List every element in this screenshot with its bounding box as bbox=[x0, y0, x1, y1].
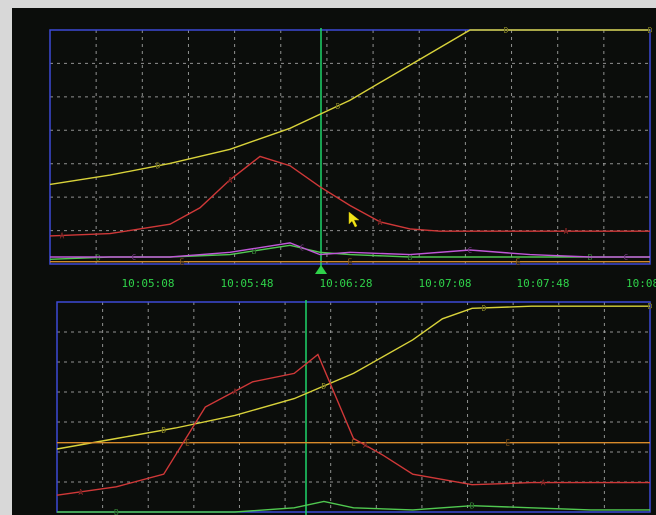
series-marker-B: B bbox=[114, 508, 119, 515]
time-tick-label: 10:05:48 bbox=[221, 277, 274, 290]
time-tick-label: 10:07:48 bbox=[517, 277, 570, 290]
series-marker-A: A bbox=[232, 387, 237, 396]
series-marker-C: C bbox=[300, 244, 305, 253]
series-marker-E: E bbox=[180, 258, 185, 267]
series-marker-C: C bbox=[132, 253, 137, 262]
time-tick-label: 10:07:08 bbox=[419, 277, 472, 290]
series-marker-D: D bbox=[336, 102, 341, 111]
series-marker-A: A bbox=[60, 231, 65, 240]
series-marker-B: B bbox=[470, 502, 475, 511]
series-marker-A: A bbox=[363, 441, 368, 450]
chart-frame bbox=[49, 29, 651, 265]
series-marker-E: E bbox=[348, 258, 353, 267]
series-marker-D: D bbox=[648, 26, 653, 35]
series-marker-D: D bbox=[156, 162, 161, 171]
series-marker-A: A bbox=[228, 176, 233, 185]
series-line-C bbox=[50, 242, 650, 258]
time-tick-label: 10:08: bbox=[626, 277, 656, 290]
series-marker-E: E bbox=[351, 439, 356, 448]
chart-frame bbox=[56, 301, 651, 513]
triangle-up-icon[interactable] bbox=[315, 265, 327, 274]
arrow-pointer-icon bbox=[348, 211, 360, 228]
series-line-A bbox=[49, 155, 650, 237]
time-tick-label: 10:06:28 bbox=[320, 277, 373, 290]
series-line-B bbox=[57, 500, 650, 513]
series-marker-B: B bbox=[408, 253, 413, 262]
series-line-A bbox=[56, 353, 650, 496]
series-marker-A: A bbox=[541, 479, 546, 488]
series-marker-A: A bbox=[378, 218, 383, 227]
series-line-D bbox=[56, 305, 650, 450]
series-marker-E: E bbox=[185, 439, 190, 448]
time-axis: 10:05:08 10:05:48 10:06:28 10:07:08 10:0… bbox=[122, 277, 656, 290]
series-marker-A: A bbox=[564, 227, 569, 236]
time-tick-label: 10:05:08 bbox=[122, 277, 175, 290]
series-marker-A: A bbox=[78, 488, 83, 497]
series-marker-C: C bbox=[624, 253, 629, 262]
series-marker-D: D bbox=[482, 304, 487, 313]
series-marker-C: C bbox=[468, 246, 473, 255]
series-marker-D: D bbox=[504, 26, 509, 35]
series-marker-D: D bbox=[648, 302, 653, 311]
series-marker-B: B bbox=[252, 247, 257, 256]
series-marker-E: E bbox=[505, 439, 510, 448]
series-marker-D: D bbox=[321, 382, 326, 391]
series-marker-E: E bbox=[516, 258, 521, 267]
series-marker-D: D bbox=[161, 426, 166, 435]
series-marker-B: B bbox=[96, 253, 101, 262]
series-line-D bbox=[49, 29, 650, 186]
